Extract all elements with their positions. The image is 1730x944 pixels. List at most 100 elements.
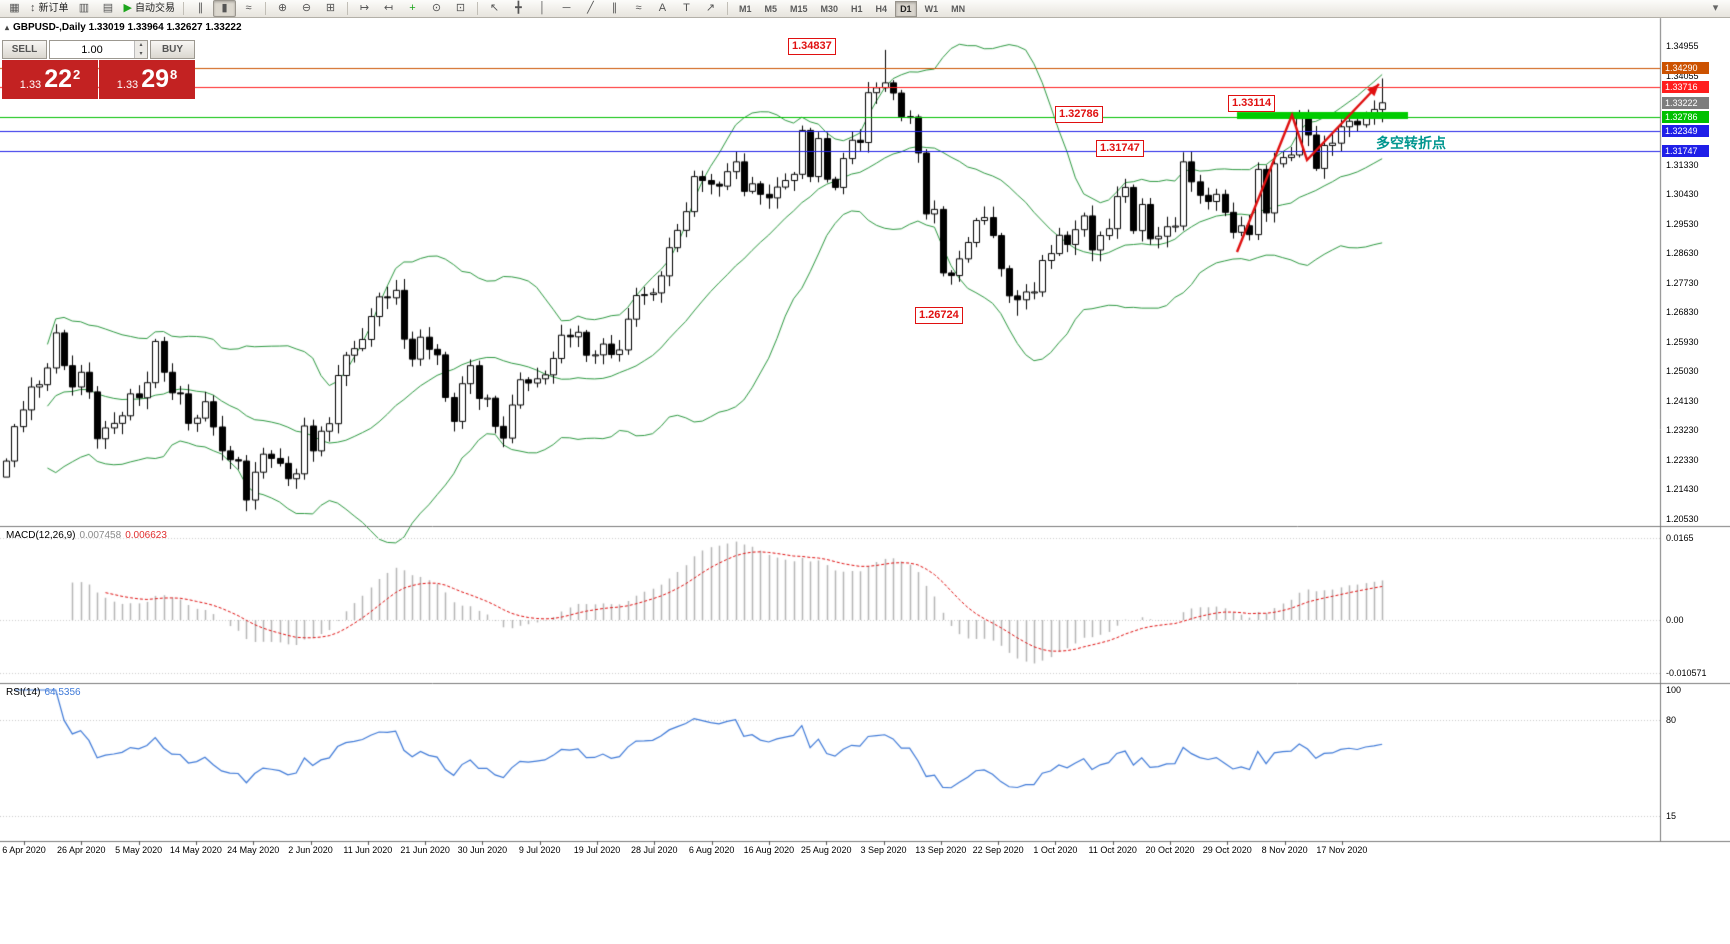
rsi-name: RSI(14) bbox=[6, 687, 41, 698]
macd-indicator-label: MACD(12,26,9) 0.007458 0.006623 bbox=[6, 530, 167, 541]
sell-price-panel[interactable]: 1.33 22 2 bbox=[2, 60, 98, 99]
symbols-grid-icon: ▦ bbox=[9, 2, 20, 14]
new-chart-button[interactable]: ▥ bbox=[73, 0, 96, 17]
timeframe-m1-button[interactable]: M1 bbox=[738, 3, 752, 14]
macd-axis-label: -0.010571 bbox=[1666, 667, 1707, 678]
buy-small-button[interactable]: BUY bbox=[150, 40, 195, 59]
bar-chart-icon: ∥ bbox=[197, 2, 204, 14]
macd-signal-value: 0.006623 bbox=[125, 530, 167, 541]
timeframe-h1-button[interactable]: H1 bbox=[851, 3, 863, 14]
price-line-badge: 1.34290 bbox=[1662, 61, 1709, 74]
timeframe-d1-button[interactable]: D1 bbox=[895, 0, 917, 17]
rsi-axis-label: 100 bbox=[1666, 685, 1682, 695]
timeframe-m30-button[interactable]: M30 bbox=[820, 3, 839, 14]
cursor-button[interactable]: ↖ bbox=[483, 0, 506, 17]
volume-increase-button[interactable]: ▴ bbox=[139, 42, 143, 48]
text-button[interactable]: A bbox=[651, 0, 674, 17]
profiles-button[interactable]: ▤ bbox=[97, 0, 120, 17]
annotation-text: 多空转折点 bbox=[1376, 135, 1446, 151]
toolbar-separator bbox=[476, 2, 478, 15]
symbol-marker-icon: ▴ bbox=[5, 23, 10, 32]
price-axis-label: 1.28630 bbox=[1666, 248, 1699, 259]
horizontal-line-icon: ─ bbox=[562, 2, 571, 14]
vertical-line-button[interactable]: │ bbox=[531, 0, 554, 17]
periods-button[interactable]: ⊙ bbox=[425, 0, 448, 17]
arrows-button[interactable]: ↗ bbox=[699, 0, 722, 17]
trade-panel-controls-row: SELL ▴ ▾ BUY bbox=[2, 40, 195, 59]
trendline-button[interactable]: ╱ bbox=[579, 0, 602, 17]
text-label-button[interactable]: T bbox=[675, 0, 698, 17]
equidistant-channel-button[interactable]: ∥ bbox=[603, 0, 626, 17]
price-callout[interactable]: 1.33114 bbox=[1228, 95, 1276, 112]
tile-windows-icon: ⊞ bbox=[325, 2, 336, 14]
zoom-in-button[interactable]: ⊕ bbox=[271, 0, 294, 17]
auto-trading-button[interactable]: ▶ 自动交易 bbox=[121, 0, 178, 17]
date-label: 3 Sep 2020 bbox=[860, 845, 907, 855]
timeframe-w1-button[interactable]: W1 bbox=[924, 3, 939, 14]
templates-button[interactable]: ⊡ bbox=[449, 0, 472, 17]
sell-small-button[interactable]: SELL bbox=[2, 40, 47, 59]
price-axis-label: 1.34955 bbox=[1666, 41, 1699, 52]
price-axis-label: 1.22330 bbox=[1666, 454, 1699, 465]
templates-icon: ⊡ bbox=[455, 2, 466, 14]
candlestick-chart-button[interactable]: ▮ bbox=[212, 0, 236, 17]
zoom-out-icon: ⊖ bbox=[301, 2, 312, 14]
price-axis-label: 1.23230 bbox=[1666, 425, 1699, 436]
indicators-button[interactable]: + bbox=[401, 0, 424, 17]
ask-price-base: 1.33 bbox=[116, 78, 139, 91]
line-chart-button[interactable]: ≈ bbox=[237, 0, 260, 17]
zoom-out-button[interactable]: ⊖ bbox=[295, 0, 318, 17]
toolbar-separator bbox=[182, 2, 184, 15]
new-chart-icon: ▥ bbox=[78, 2, 90, 14]
volume-input[interactable] bbox=[50, 41, 134, 58]
date-label: 9 Jul 2020 bbox=[518, 845, 561, 855]
line-chart-icon: ≈ bbox=[245, 2, 252, 14]
timeframe-m5-button[interactable]: M5 bbox=[764, 3, 777, 14]
date-label: 6 Aug 2020 bbox=[688, 845, 735, 855]
bar-chart-button[interactable]: ∥ bbox=[189, 0, 212, 17]
rsi-axis-label: 15 bbox=[1666, 810, 1677, 821]
price-axis-label: 1.25030 bbox=[1666, 366, 1699, 377]
crosshair-button[interactable]: ╋ bbox=[507, 0, 530, 17]
symbol-ohlc-text: GBPUSD-,Daily 1.33019 1.33964 1.32627 1.… bbox=[13, 22, 242, 33]
price-callout[interactable]: 1.31747 bbox=[1096, 140, 1144, 157]
volume-decrease-button[interactable]: ▾ bbox=[139, 51, 143, 57]
indicators-icon: + bbox=[409, 2, 416, 14]
zoom-in-icon: ⊕ bbox=[277, 2, 288, 14]
trade-panel-price-row: 1.33 22 2 1.33 29 8 bbox=[2, 60, 195, 99]
date-label: 17 Nov 2020 bbox=[1316, 845, 1368, 855]
date-label: 5 May 2020 bbox=[115, 845, 163, 855]
symbols-grid-button[interactable]: ▦ bbox=[3, 0, 26, 17]
fibonacci-button[interactable]: ≈ bbox=[627, 0, 650, 17]
price-axis-label: 1.27730 bbox=[1666, 277, 1699, 288]
candlestick-chart-icon: ▮ bbox=[221, 2, 228, 14]
timeframe-h4-button[interactable]: H4 bbox=[875, 3, 888, 14]
horizontal-line-button[interactable]: ─ bbox=[555, 0, 578, 17]
one-click-trading-panel: SELL ▴ ▾ BUY 1.33 22 2 1.33 29 8 bbox=[2, 40, 195, 99]
timeframe-mn-button[interactable]: MN bbox=[951, 3, 966, 14]
date-label: 19 Jul 2020 bbox=[573, 845, 621, 855]
price-axis-label: 1.31330 bbox=[1666, 159, 1699, 170]
bid-price-pips: 22 bbox=[44, 65, 72, 93]
macd-name: MACD(12,26,9) bbox=[6, 530, 76, 541]
rsi-value: 64.5356 bbox=[44, 687, 81, 698]
macd-axis-label: 0.0165 bbox=[1666, 532, 1694, 543]
toolbar-overflow-chevron-icon[interactable]: ▾ bbox=[1712, 2, 1719, 14]
price-callout[interactable]: 1.34837 bbox=[788, 38, 836, 55]
price-callout[interactable]: 1.26724 bbox=[915, 307, 963, 324]
tile-windows-button[interactable]: ⊞ bbox=[319, 0, 342, 17]
buy-price-panel[interactable]: 1.33 29 8 bbox=[99, 60, 195, 99]
auto-trading-button-label: 自动交易 bbox=[134, 2, 175, 14]
rsi-axis-label: 80 bbox=[1666, 714, 1677, 725]
new-order-button[interactable]: ↕ 新订单 bbox=[27, 0, 72, 17]
price-callout[interactable]: 1.32786 bbox=[1055, 106, 1103, 123]
auto-scroll-button[interactable]: ↦ bbox=[353, 0, 376, 17]
chart-shift-button[interactable]: ↤ bbox=[377, 0, 400, 17]
price-axis-label: 1.34055 bbox=[1666, 70, 1699, 81]
trendline-icon: ╱ bbox=[587, 2, 594, 14]
date-label: 30 Jun 2020 bbox=[457, 845, 508, 855]
timeframe-m15-button[interactable]: M15 bbox=[790, 3, 808, 14]
toolbar-separator bbox=[726, 2, 728, 15]
